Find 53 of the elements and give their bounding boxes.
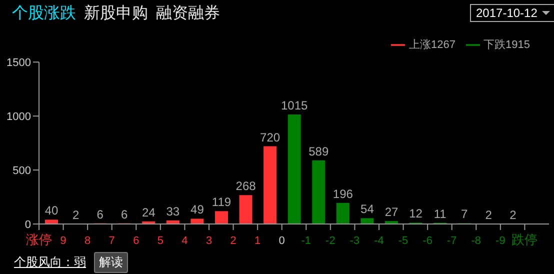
data-label: 720	[260, 130, 280, 144]
date-dropdown: 2017-10-12	[470, 4, 554, 22]
x-tick-label: -8	[471, 235, 482, 247]
x-tick-label: 1	[254, 235, 261, 247]
legend-label: 下跌1915	[484, 39, 530, 51]
x-tick-label: -3	[350, 235, 360, 247]
data-label: 7	[461, 207, 468, 222]
text: 新股申购	[84, 4, 148, 24]
data-label: 24	[142, 205, 156, 220]
x-tick-label: 0	[278, 235, 285, 247]
data-label: 6	[96, 207, 104, 222]
data-label: 33	[166, 204, 180, 218]
x-tick-label: -6	[422, 235, 432, 247]
y-tick-label: 1500	[6, 57, 31, 69]
text: 融资融券	[156, 4, 220, 24]
x-tick-label: -2	[326, 235, 336, 247]
x-tick-label: -9	[496, 235, 506, 247]
data-label: 2	[72, 208, 80, 222]
x-tick-label: -1	[301, 235, 312, 247]
x-tick-label: 7	[108, 235, 115, 247]
x-tick-label: -4	[374, 235, 384, 247]
chart-title: 个股涨跌	[12, 4, 76, 24]
x-tick-label: 6	[133, 235, 140, 247]
x-tick-label: -7	[446, 235, 457, 247]
data-label: 268	[236, 179, 256, 194]
x-tick-label: 5	[157, 235, 164, 247]
data-label: 27	[384, 205, 398, 220]
data-label: 40	[44, 204, 58, 218]
y-tick-label: 0	[24, 218, 31, 231]
read-button: 解读	[94, 252, 128, 273]
data-label: 196	[332, 186, 354, 201]
data-label: 49	[190, 202, 204, 217]
data-label: 54	[360, 202, 374, 216]
data-label: 11	[434, 206, 447, 221]
y-tick-label: 500	[12, 164, 31, 177]
x-tick-label: 9	[60, 235, 66, 247]
legend-label: 上涨1267	[409, 39, 456, 51]
y-tick-label: 1000	[6, 110, 31, 123]
x-tick-label: 4	[182, 235, 188, 247]
x-tick-label: 2	[230, 235, 236, 247]
x-tick-label: 8	[84, 235, 91, 247]
x-tick-label: 涨停	[26, 232, 52, 247]
x-tick-label: 3	[206, 235, 212, 247]
data-label: 1015	[281, 98, 308, 112]
data-label: 2	[485, 208, 492, 222]
x-tick-label: -5	[398, 235, 408, 247]
data-label: 2	[510, 208, 517, 222]
data-label: 589	[308, 144, 329, 158]
data-label: 119	[212, 195, 232, 210]
data-label: 6	[121, 207, 128, 222]
x-tick-label: 跌停	[512, 232, 538, 247]
data-label: 12	[409, 206, 423, 221]
text: 个股风向：弱	[14, 254, 86, 271]
